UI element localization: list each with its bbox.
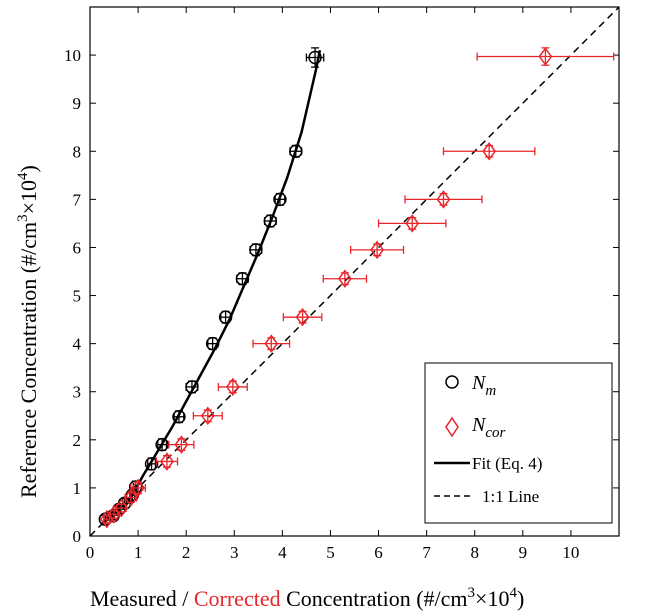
y-axis-title-part3: ) — [16, 165, 41, 172]
data-point — [155, 437, 169, 452]
y-axis-title-part1: Reference Concentration (#/cm — [16, 222, 41, 498]
data-point — [436, 190, 451, 209]
data-point — [144, 457, 159, 471]
fit-curve — [102, 50, 322, 524]
data-point — [273, 192, 287, 207]
x-axis-title-corrected: Corrected — [194, 586, 281, 611]
x-tick-label: 2 — [182, 543, 191, 562]
data-point — [295, 307, 310, 327]
y-axis-title: Reference Concentration (#/cm3×104) — [15, 165, 41, 498]
x-tick-label: 8 — [470, 543, 479, 562]
x-axis-title: Measured / Corrected Concentration (#/cm… — [90, 585, 524, 611]
data-point — [160, 452, 174, 471]
data-point — [538, 47, 553, 66]
y-tick-label: 9 — [73, 94, 82, 113]
data-point — [264, 334, 279, 353]
data-point — [218, 310, 233, 324]
x-tick-label: 10 — [562, 543, 579, 562]
y-tick-label: 2 — [73, 431, 82, 450]
data-point — [205, 336, 220, 351]
x-tick-label: 0 — [86, 543, 95, 562]
data-point — [263, 214, 278, 228]
data-point — [482, 142, 497, 161]
data-point — [249, 243, 263, 257]
plot-frame — [89, 6, 620, 537]
series-layer — [98, 47, 615, 529]
series-nm — [98, 47, 325, 526]
fit-layer — [102, 50, 322, 524]
legend-ncor-label: Ncor — [471, 414, 506, 441]
data-point — [123, 488, 138, 507]
legend-fit-label: Fit (Eq. 4) — [472, 454, 542, 473]
data-point — [225, 377, 240, 397]
x-axis-title-part4: ×10 — [475, 586, 509, 611]
legend: Nm Ncor Fit (Eq. 4) 1:1 Line — [424, 362, 613, 524]
y-tick-label: 7 — [73, 190, 82, 209]
data-point — [200, 406, 215, 426]
legend-nm-base: N — [471, 372, 487, 394]
x-axis-title-part3: Concentration (#/cm — [281, 586, 468, 611]
data-point — [174, 435, 189, 454]
data-point — [370, 240, 385, 260]
legend-ncor-sub: cor — [485, 425, 505, 441]
y-axis-title-sup2: 4 — [15, 172, 31, 180]
series-ncor — [99, 47, 615, 529]
x-tick-label: 3 — [230, 543, 239, 562]
legend-ncor-base: N — [471, 414, 487, 436]
data-point — [114, 498, 129, 518]
data-point — [337, 269, 352, 288]
data-point — [289, 144, 303, 159]
data-point — [185, 380, 199, 394]
y-tick-label: 0 — [73, 527, 82, 546]
legend-ncor-marker — [445, 416, 459, 438]
data-point — [235, 271, 250, 286]
y-tick-label: 6 — [73, 238, 82, 257]
y-tick-label: 5 — [73, 287, 82, 306]
data-point — [405, 214, 420, 233]
y-axis-title-part2: ×10 — [16, 180, 41, 214]
data-point — [308, 50, 322, 65]
y-tick-label: 8 — [73, 142, 82, 161]
legend-nm-label: Nm — [471, 372, 496, 399]
x-tick-label: 5 — [326, 543, 335, 562]
axes — [89, 6, 620, 537]
x-tick-label: 7 — [422, 543, 431, 562]
data-point — [131, 478, 146, 498]
legend-nm-marker — [445, 375, 459, 389]
x-axis-title-sup1: 3 — [468, 585, 476, 601]
y-tick-label: 10 — [64, 46, 81, 65]
y-tick-label: 4 — [73, 335, 82, 354]
legend-nm-sub: m — [485, 383, 496, 399]
ticks: 0 1 2 3 4 5 6 7 8 9 10 0 1 2 3 4 5 6 7 8 9 10 — [64, 7, 619, 562]
x-axis-title-part5: ) — [517, 586, 524, 611]
x-tick-label: 4 — [278, 543, 287, 562]
x-axis-title-sup2: 4 — [509, 585, 517, 601]
x-tick-label: 6 — [374, 543, 383, 562]
x-axis-title-part1: Measured / — [90, 586, 194, 611]
y-tick-label: 1 — [73, 479, 82, 498]
y-axis-title-sup1: 3 — [15, 214, 31, 222]
x-tick-label: 9 — [519, 543, 528, 562]
x-tick-label: 1 — [134, 543, 143, 562]
legend-identity-label: 1:1 Line — [482, 487, 539, 506]
y-tick-label: 3 — [73, 383, 82, 402]
data-point — [172, 409, 186, 424]
